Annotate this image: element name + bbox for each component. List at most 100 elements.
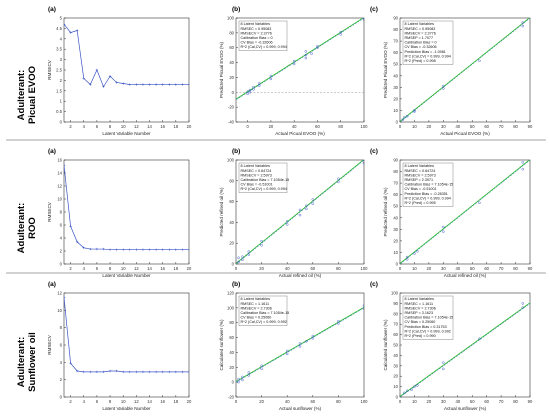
- x-axis-label: Actual refined oil (%): [279, 273, 322, 278]
- data-point: [108, 75, 112, 78]
- y-tick-label: 10: [393, 250, 398, 255]
- target-line: [236, 160, 364, 264]
- y-tick-label: 20: [393, 374, 398, 379]
- data-point: [413, 252, 416, 255]
- x-tick-label: 0: [235, 266, 238, 271]
- y-tick-label: 10: [393, 384, 398, 389]
- data-point: [405, 255, 409, 259]
- data-point: [258, 84, 261, 87]
- row-label-text: Adulterant:Picual EVOO: [16, 66, 38, 124]
- data-point: [442, 230, 445, 233]
- y-tick-label: 40: [229, 350, 234, 355]
- y-tick-label: 4: [60, 36, 63, 41]
- stats-line: CV Bias = -0.32606: [405, 45, 437, 49]
- stats-line: Calibration Bias = 7.1054e-15: [405, 183, 454, 187]
- stats-line: 8 Latent Variables: [405, 22, 435, 26]
- data-point: [304, 53, 308, 57]
- x-tick-label: 100: [361, 124, 369, 129]
- plot-data: [236, 304, 364, 384]
- stats-line: Calibration Bias = 0: [405, 41, 437, 45]
- x-tick-label: 20: [427, 399, 432, 404]
- y-tick-label: 30: [393, 85, 398, 90]
- y-tick-label: 60: [229, 199, 234, 204]
- data-point: [141, 83, 145, 86]
- data-point: [337, 322, 340, 325]
- data-point: [237, 377, 240, 381]
- data-point: [521, 168, 525, 171]
- data-point: [339, 33, 342, 36]
- data-point: [304, 56, 308, 60]
- x-tick-label: 0: [399, 124, 402, 129]
- x-tick-label: 40: [455, 266, 460, 271]
- x-tick-label: 16: [160, 124, 165, 129]
- y-tick-label: 4: [60, 236, 63, 241]
- data-point: [292, 59, 296, 63]
- data-point: [362, 161, 364, 165]
- x-tick-label: 2: [69, 124, 72, 129]
- data-point: [298, 208, 302, 212]
- y-axis-label: Predicted Picual EVOO (%): [219, 41, 224, 98]
- x-tick-label: 60: [315, 124, 320, 129]
- chart-r2b: (b)0 20 40 60 80 100-20020406080100120Actual …: [219, 281, 368, 411]
- y-tick-label: 70: [393, 322, 398, 327]
- stats-line: 8 Latent Variables: [405, 297, 435, 301]
- data-point: [521, 21, 525, 24]
- data-point: [298, 345, 302, 348]
- data-point: [246, 92, 249, 95]
- data-point: [337, 320, 340, 323]
- stats-line: 8 Latent Variables: [405, 164, 435, 168]
- y-tick-label: 12: [57, 291, 62, 296]
- x-tick-label: 20: [259, 399, 264, 404]
- data-point: [82, 370, 85, 374]
- data-point: [252, 85, 255, 89]
- data-point: [310, 52, 313, 55]
- y-tick-label: 0.5: [56, 109, 62, 114]
- data-point: [521, 24, 525, 28]
- data-point: [416, 384, 419, 387]
- panel-letter: (a): [48, 281, 56, 288]
- data-point: [181, 370, 184, 374]
- y-tick-label: 8: [60, 210, 63, 215]
- x-tick-label: 80: [336, 399, 341, 404]
- data-point: [285, 352, 289, 356]
- row-label-line2: Sunflower oil: [27, 332, 38, 392]
- data-point: [246, 90, 249, 93]
- stats-line: CV Bias = -0.51001: [241, 183, 273, 187]
- panel-letter: (b): [232, 6, 240, 13]
- y-axis-label: Predicted Picual EVOO (%): [383, 41, 388, 98]
- plot-data: [400, 160, 530, 264]
- x-tick-label: 0: [399, 399, 402, 404]
- target-line: [236, 18, 364, 101]
- data-point: [95, 370, 99, 374]
- x-tick-label: 14: [147, 124, 152, 129]
- x-tick-label: 50: [470, 124, 475, 129]
- target-line: [400, 18, 530, 122]
- data-point: [168, 248, 171, 251]
- data-point: [285, 223, 289, 226]
- data-point: [403, 116, 406, 119]
- x-axis-label: Actual Picual EVOO (%): [440, 131, 490, 136]
- x-tick-label: 60: [310, 399, 315, 404]
- y-tick-label: 40: [393, 215, 398, 220]
- plot-data: [64, 296, 189, 374]
- row-label-2: Adulterant:Sunflower oil: [16, 332, 38, 392]
- y-axis-label: RMSECV: [47, 334, 52, 355]
- target-line: [400, 303, 530, 397]
- y-tick-label: 0: [232, 90, 235, 95]
- y-axis-label: Predicted refined oil (%): [219, 187, 224, 236]
- data-point: [311, 334, 315, 338]
- x-tick-label: 10: [121, 266, 126, 271]
- x-tick-label: 6: [96, 266, 99, 271]
- data-point: [168, 370, 171, 374]
- y-tick-label: 50: [393, 204, 398, 209]
- fit-line: [400, 18, 530, 122]
- y-axis-label: RMSECV: [47, 59, 52, 80]
- x-tick-label: 0: [235, 399, 238, 404]
- y-tick-label: 100: [391, 291, 399, 296]
- data-point: [305, 340, 308, 343]
- data-point: [237, 380, 240, 384]
- y-tick-label: 3: [60, 57, 63, 62]
- y-tick-label: -20: [228, 105, 235, 110]
- stats-line: R^2 (Cal,CV) = 0.999, 0.992: [241, 320, 287, 324]
- stats-line: R^2 (Cal,CV) = 0.999, 0.994: [405, 196, 451, 200]
